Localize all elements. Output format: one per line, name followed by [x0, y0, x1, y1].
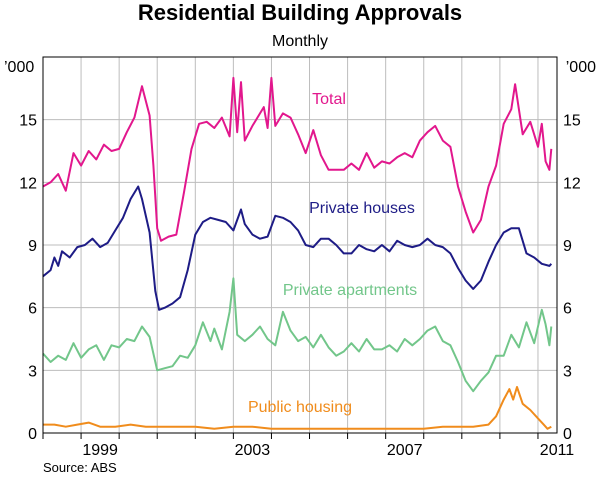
plot-frame: [42, 56, 558, 434]
source-note: Source: ABS: [43, 460, 117, 475]
series-line-public-housing: [43, 386, 552, 430]
y-tick-label-right: 9: [563, 238, 572, 255]
x-tick-label: 2011: [540, 442, 575, 459]
x-tick-label: 2003: [235, 442, 271, 459]
y-tick-label-left: 0: [28, 426, 37, 443]
y-unit-left: ’000: [4, 59, 34, 76]
y-tick-label-right: 0: [563, 426, 572, 443]
series-label-private-houses: Private houses: [309, 200, 415, 217]
y-tick-label-right: 12: [563, 175, 581, 192]
y-tick-label-left: 12: [19, 175, 37, 192]
series-line-total: [42, 76, 553, 242]
x-tick-label: 2007: [387, 442, 423, 459]
y-tick-label-right: 6: [563, 301, 572, 318]
x-ticks: 1999 2003 2007 2011: [42, 433, 575, 459]
chart-title: Residential Building Approvals: [138, 0, 462, 25]
y-tick-label-left: 3: [28, 363, 37, 380]
y-ticks-left: 0 3 6 9 12 15: [19, 113, 37, 443]
series-label-public-housing: Public housing: [248, 399, 352, 416]
y-tick-label-right: 15: [563, 113, 581, 130]
chart-subtitle: Monthly: [272, 33, 328, 50]
series-label-private-apartments: Private apartments: [283, 282, 417, 299]
series-line-private-houses: [42, 185, 553, 311]
y-tick-label-right: 3: [563, 363, 572, 380]
series-line-private-apartments: [42, 277, 553, 393]
y-tick-label-left: 15: [19, 113, 37, 130]
grid: [42, 57, 557, 433]
y-ticks-right: 0 3 6 9 12 15: [563, 113, 581, 443]
y-unit-right: ’000: [566, 59, 596, 76]
series-layer: [42, 76, 553, 430]
series-label-total: Total: [312, 91, 346, 108]
x-tick-label: 1999: [82, 442, 118, 459]
y-tick-label-left: 6: [28, 301, 37, 318]
y-tick-label-left: 9: [28, 238, 37, 255]
